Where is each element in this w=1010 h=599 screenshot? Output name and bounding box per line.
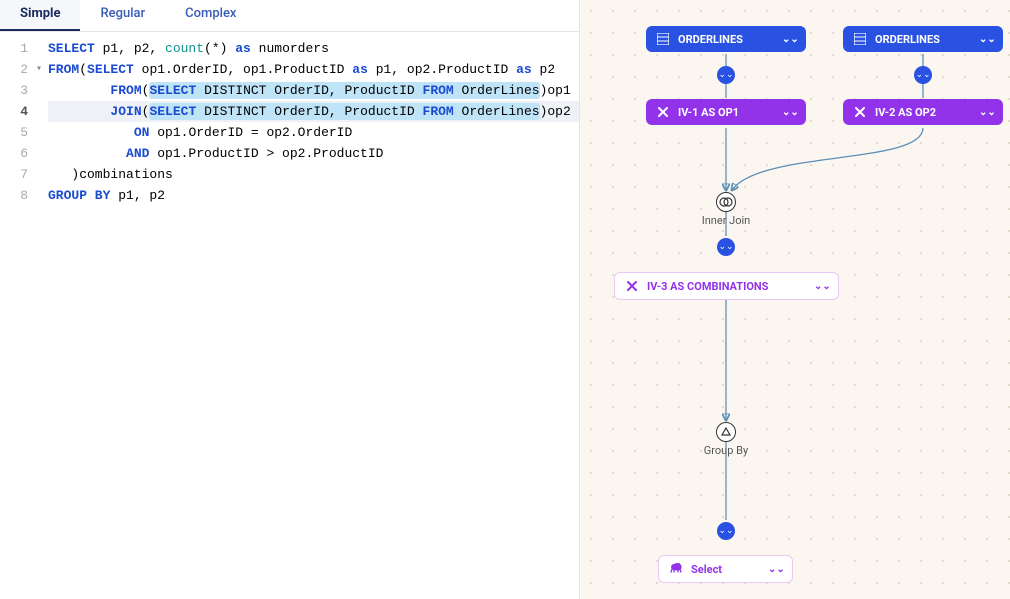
- code-line-5[interactable]: ON op1.OrderID = op2.OrderID: [48, 122, 579, 143]
- chevron-down-icon: ⌄⌄: [814, 281, 828, 292]
- inner-join-label: Inner Join: [686, 214, 766, 227]
- x-icon: [656, 105, 670, 119]
- node-label: IV-3 AS COMBINATIONS: [647, 280, 806, 293]
- chevron-down-icon: ⌄⌄: [979, 107, 993, 118]
- connector-dot: ⌄⌄: [914, 66, 932, 84]
- chevron-down-icon: ⌄⌄: [782, 107, 796, 118]
- line-gutter: 1 2 3 4 5 6 7 8: [0, 38, 36, 206]
- groupby-label: Group By: [686, 444, 766, 457]
- code-line-2[interactable]: FROM(SELECT op1.OrderID, op1.ProductID a…: [48, 59, 579, 80]
- node-iv2[interactable]: IV-2 AS OP2 ⌄⌄: [843, 99, 1003, 125]
- tab-simple[interactable]: Simple: [0, 0, 80, 31]
- connector-dot: ⌄⌄: [717, 66, 735, 84]
- node-iv3[interactable]: IV-3 AS COMBINATIONS ⌄⌄: [614, 272, 839, 300]
- node-orderlines-1[interactable]: ORDERLINES ⌄⌄: [646, 26, 806, 52]
- fold-column: ▾: [36, 38, 48, 206]
- code-lines: SELECT p1, p2, count(*) as numorders FRO…: [48, 38, 579, 206]
- code-line-6[interactable]: AND op1.ProductID > op2.ProductID: [48, 143, 579, 164]
- node-select[interactable]: Select ⌄⌄: [658, 555, 793, 583]
- connector-dot: ⌄⌄: [717, 238, 735, 256]
- node-label: ORDERLINES: [875, 33, 971, 46]
- code-line-7[interactable]: )combinations: [48, 164, 579, 185]
- inner-join-node[interactable]: [716, 192, 736, 212]
- code-editor[interactable]: 1 2 3 4 5 6 7 8 ▾ SELECT p1, p2, count(*…: [0, 32, 579, 206]
- table-icon: [656, 32, 670, 46]
- node-label: IV-1 AS OP1: [678, 106, 774, 119]
- groupby-node[interactable]: [716, 422, 736, 442]
- tab-complex[interactable]: Complex: [165, 0, 256, 31]
- table-icon: [853, 32, 867, 46]
- tabs-bar: Simple Regular Complex: [0, 0, 579, 32]
- code-line-4[interactable]: JOIN(SELECT DISTINCT OrderID, ProductID …: [48, 101, 579, 122]
- chevron-down-icon: ⌄⌄: [782, 34, 796, 45]
- node-label: Select: [691, 563, 760, 576]
- node-label: IV-2 AS OP2: [875, 106, 971, 119]
- chevron-down-icon: ⌄⌄: [768, 564, 782, 575]
- diagram-canvas[interactable]: ORDERLINES ⌄⌄ ORDERLINES ⌄⌄ ⌄⌄ ⌄⌄ IV-1 A…: [580, 0, 1010, 599]
- node-orderlines-2[interactable]: ORDERLINES ⌄⌄: [843, 26, 1003, 52]
- node-label: ORDERLINES: [678, 33, 774, 46]
- select-icon: [669, 562, 683, 576]
- code-line-1[interactable]: SELECT p1, p2, count(*) as numorders: [48, 38, 579, 59]
- node-iv1[interactable]: IV-1 AS OP1 ⌄⌄: [646, 99, 806, 125]
- chevron-down-icon: ⌄⌄: [979, 34, 993, 45]
- editor-panel: Simple Regular Complex 1 2 3 4 5 6 7 8 ▾…: [0, 0, 580, 599]
- code-line-3[interactable]: FROM(SELECT DISTINCT OrderID, ProductID …: [48, 80, 579, 101]
- code-line-8[interactable]: GROUP BY p1, p2: [48, 185, 579, 206]
- connector-dot: ⌄⌄: [717, 522, 735, 540]
- x-icon: [853, 105, 867, 119]
- tab-regular[interactable]: Regular: [80, 0, 165, 31]
- x-icon: [625, 279, 639, 293]
